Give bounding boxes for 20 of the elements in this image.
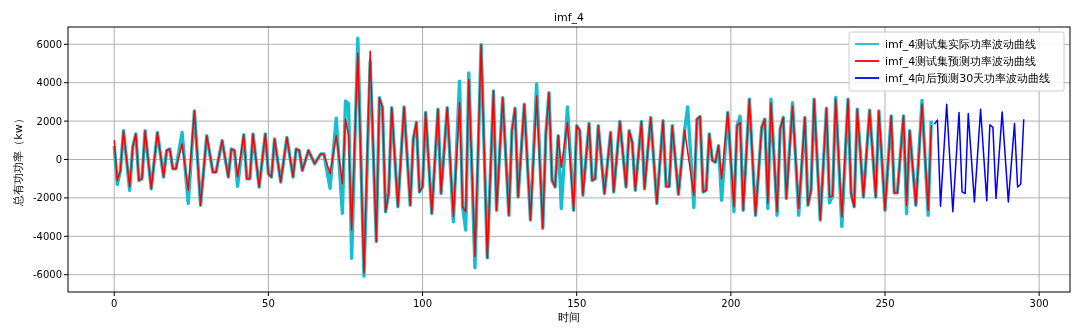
- x-tick-label: 300: [1029, 298, 1049, 309]
- y-tick-label: 0: [55, 154, 62, 165]
- y-tick-label: 6000: [36, 38, 62, 50]
- x-tick-label: 100: [413, 298, 433, 309]
- legend-label: imf_4测试集实际功率波动曲线: [885, 38, 1037, 51]
- x-axis-title: 时间: [558, 311, 580, 324]
- x-tick-label: 50: [262, 298, 275, 309]
- y-tick-label: -6000: [32, 269, 62, 281]
- chart-title: imf_4: [553, 11, 585, 24]
- legend-label: imf_4测试集预测功率波动曲线: [885, 55, 1037, 68]
- y-tick-label: -4000: [32, 230, 62, 242]
- x-tick-label: 250: [875, 298, 895, 309]
- legend-label: imf_4向后预测30天功率波动曲线: [885, 72, 1051, 85]
- x-tick-label: 150: [567, 298, 587, 309]
- y-tick-label: 4000: [36, 77, 62, 89]
- y-axis-title: 总有功功率（kw）: [12, 113, 25, 207]
- x-tick-label: 0: [111, 298, 118, 309]
- y-tick-label: 2000: [36, 115, 62, 127]
- y-tick-label: -2000: [32, 192, 62, 204]
- x-tick-label: 200: [721, 298, 741, 309]
